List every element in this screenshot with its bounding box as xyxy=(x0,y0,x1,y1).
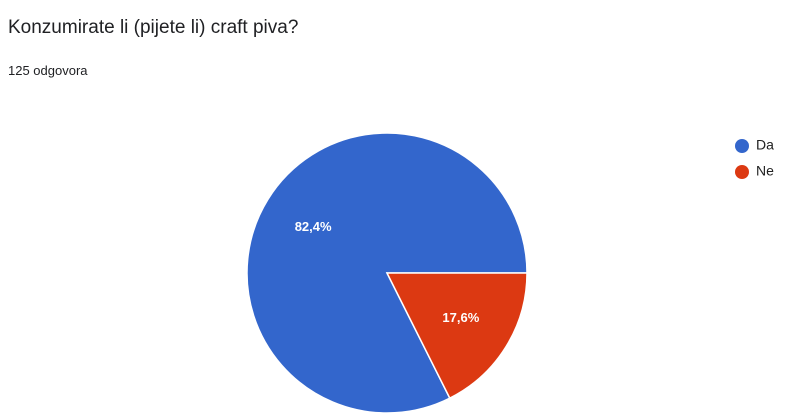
legend-label-ne: Ne xyxy=(756,163,774,179)
legend-label-da: Da xyxy=(756,137,774,153)
legend-swatch-ne xyxy=(735,165,749,179)
chart-legend: Da Ne xyxy=(735,137,774,179)
pie-slice-ne xyxy=(385,272,528,400)
legend-swatch-da xyxy=(735,139,749,153)
response-count: 125 odgovora xyxy=(8,63,88,78)
pie-slice-label-da: 82,4% xyxy=(295,219,332,234)
pie-slices xyxy=(246,132,528,413)
chart-title: Konzumirate li (pijete li) craft piva? xyxy=(8,17,299,38)
pie-slice-label-ne: 17,6% xyxy=(442,310,479,325)
pie-slice-labels: 82,4% 17,6% xyxy=(295,219,480,325)
